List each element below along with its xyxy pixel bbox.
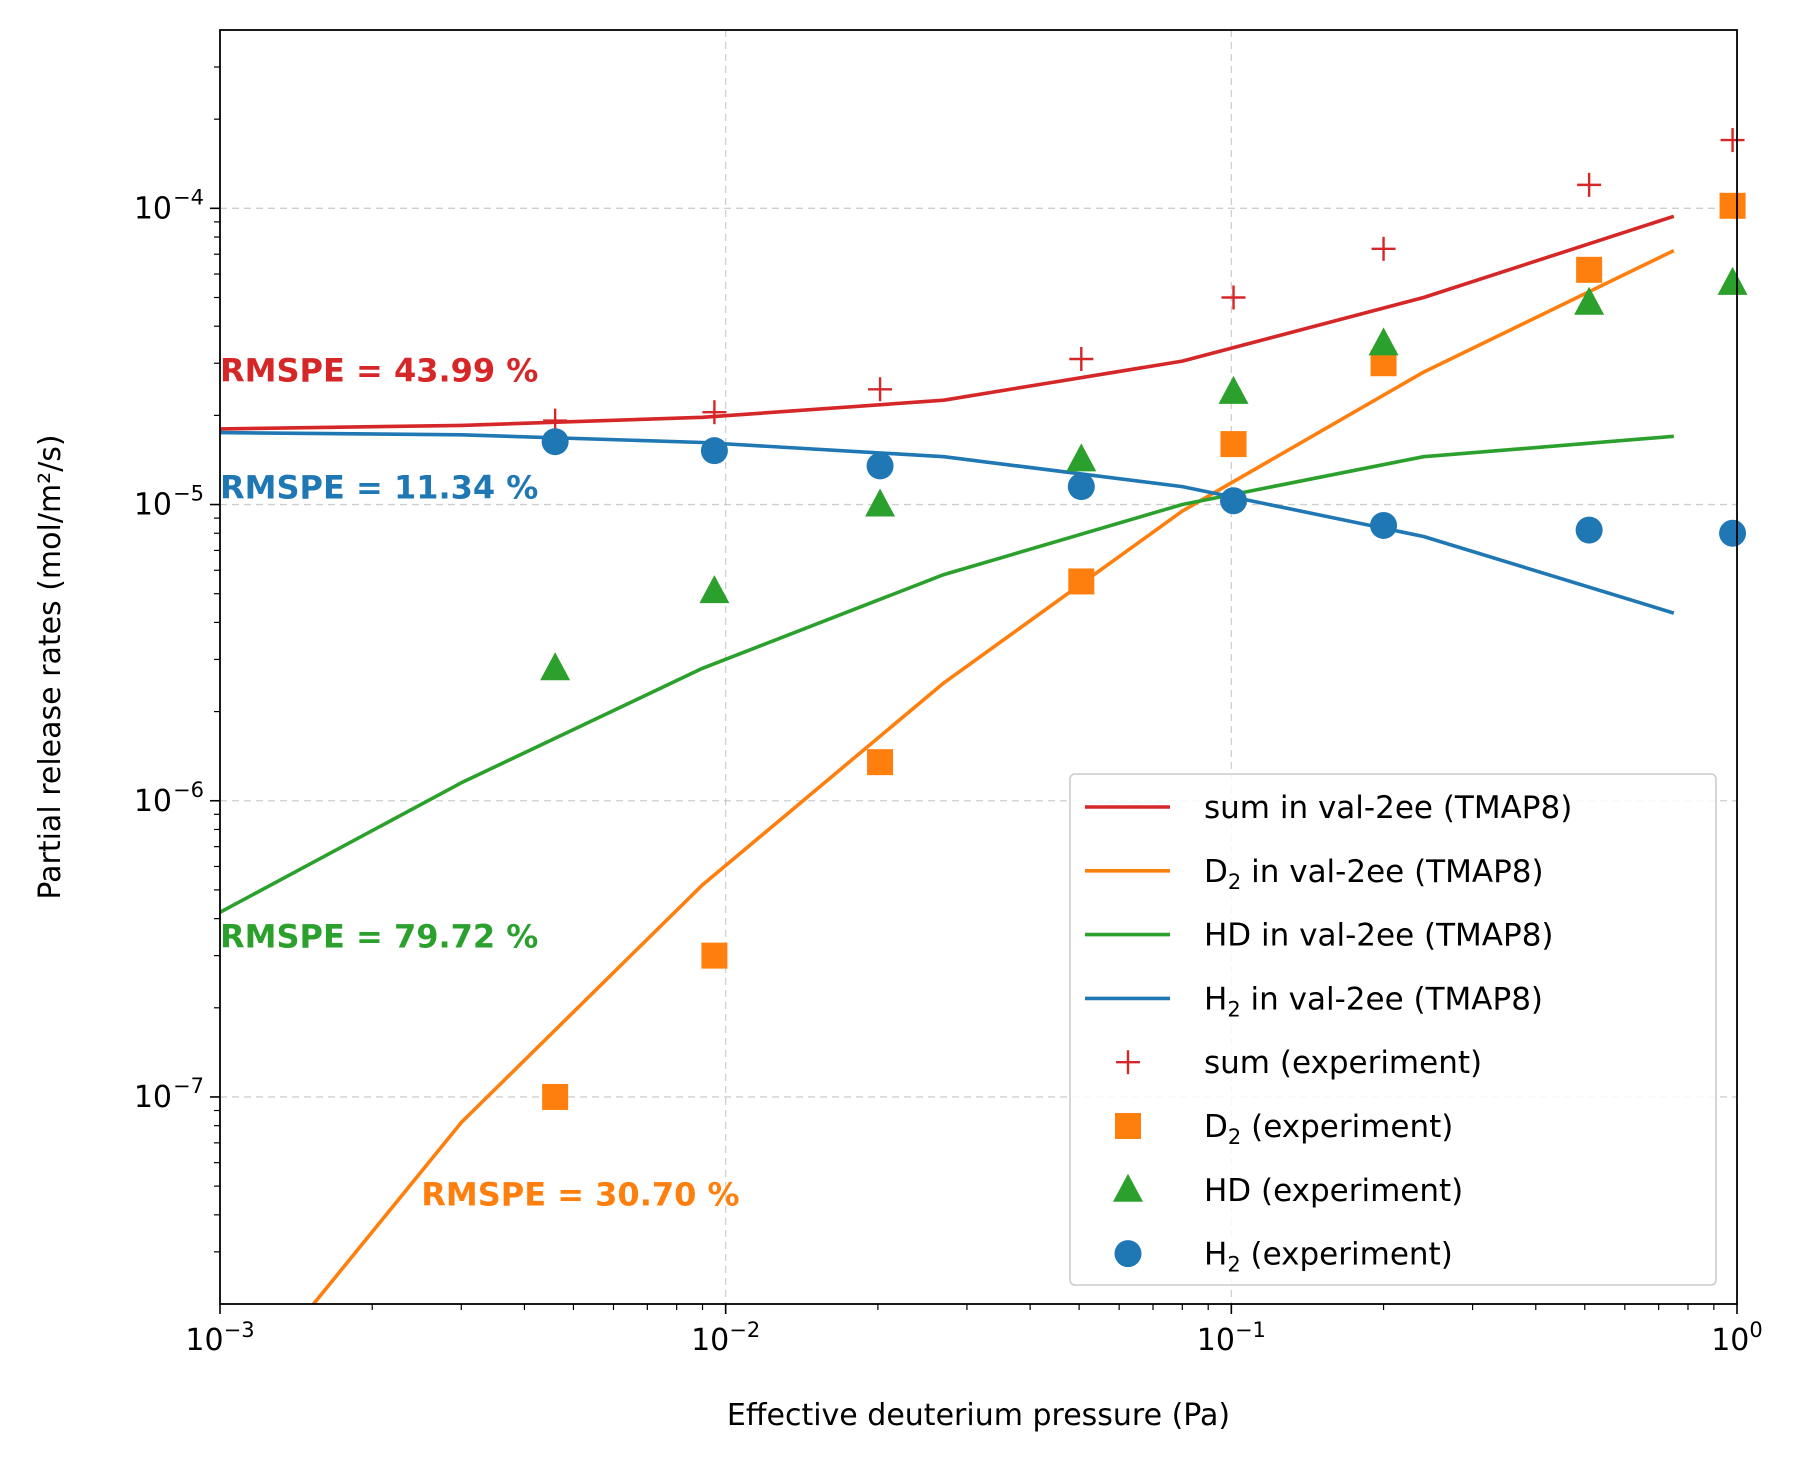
- data-point-d2-experiment: [701, 942, 728, 969]
- x-tick-label: 10−3: [185, 1318, 254, 1358]
- data-point-hd-experiment: [1574, 286, 1605, 315]
- series-lines: [220, 214, 1675, 1304]
- legend-label-h2-experiment: H2 (experiment): [1204, 1237, 1453, 1277]
- y-tick-base: 10: [134, 191, 172, 226]
- legend-label-sum-experiment: sum (experiment): [1204, 1045, 1482, 1081]
- y-tick-base: 10: [134, 488, 172, 523]
- x-tick-exponent: −3: [224, 1318, 255, 1342]
- rmspe-annotation: RMSPE = 30.70 %: [421, 1176, 739, 1214]
- y-tick-base: 10: [134, 1080, 172, 1115]
- data-point-sum-experiment: [1069, 346, 1094, 371]
- rmspe-annotation: RMSPE = 43.99 %: [220, 352, 538, 390]
- legend-label-subscript: 2: [1228, 870, 1241, 894]
- data-point-sum-experiment: [1720, 128, 1745, 153]
- legend-label-hd-experiment: HD (experiment): [1204, 1173, 1463, 1209]
- x-tick-base: 10: [1711, 1323, 1749, 1358]
- rmspe-annotations: RMSPE = 43.99 % RMSPE = 11.34 % RMSPE = 79…: [220, 352, 740, 1214]
- data-point-hd-experiment: [1066, 443, 1097, 472]
- legend-swatch-hd-experiment: [1113, 1173, 1143, 1202]
- x-tick-base: 10: [1197, 1323, 1235, 1358]
- data-point-d2-experiment: [867, 749, 894, 776]
- x-tick-label: 10−1: [1197, 1318, 1266, 1358]
- legend-box: [1069, 773, 1717, 1286]
- legend-label-h2-in-val-2ee-tmap8: H2 in val-2ee (TMAP8): [1204, 981, 1543, 1021]
- x-axis-label: Effective deuterium pressure (Pa): [727, 1398, 1230, 1433]
- series-line-hd-in-val-2ee-tmap8: [220, 434, 1674, 914]
- y-tick-label: 10: [134, 1080, 172, 1115]
- legend-label-part: D: [1204, 854, 1228, 890]
- x-tick-exponent: 0: [1749, 1318, 1762, 1342]
- data-point-d2-experiment: [1576, 256, 1603, 283]
- data-point-h2-experiment: [700, 437, 728, 465]
- x-tick-label: 100: [1711, 1318, 1763, 1358]
- data-point-d2-experiment: [542, 1083, 569, 1110]
- series-markers: [540, 128, 1748, 1110]
- legend-label-part: in val-2ee (TMAP8): [1241, 854, 1543, 890]
- x-tick-exponent: −1: [1235, 1318, 1266, 1342]
- data-point-d2-experiment: [1220, 431, 1247, 458]
- legend-label-subscript: 2: [1227, 997, 1240, 1021]
- x-tick-base: 10: [185, 1323, 223, 1358]
- data-point-hd-experiment: [1717, 266, 1748, 295]
- y-tick-label: 10: [134, 488, 172, 523]
- data-point-h2-experiment: [1067, 473, 1095, 501]
- data-point-hd-experiment: [865, 488, 896, 517]
- data-point-h2-experiment: [1220, 487, 1248, 515]
- legend-label-d2-experiment: D2 (experiment): [1204, 1109, 1453, 1149]
- data-point-hd-experiment: [1368, 327, 1399, 356]
- y-axis-label: Partial release rates (mol/m²/s): [33, 434, 68, 899]
- legend-label-part: D: [1204, 1109, 1228, 1145]
- legend-label-hd-in-val-2ee-tmap8: HD in val-2ee (TMAP8): [1204, 918, 1554, 954]
- data-point-h2-experiment: [866, 452, 894, 480]
- y-tick-exponent: −7: [173, 1074, 204, 1098]
- legend-swatch-sum-experiment: [1116, 1050, 1140, 1075]
- data-point-hd-experiment: [1218, 375, 1249, 404]
- legend-label-sum-in-val-2ee-tmap8: sum in val-2ee (TMAP8): [1204, 790, 1572, 826]
- data-point-h2-experiment: [541, 428, 569, 456]
- legend-swatch-h2-experiment: [1114, 1240, 1142, 1268]
- data-point-h2-experiment: [1370, 511, 1398, 539]
- legend-label-part: (experiment): [1241, 1109, 1453, 1145]
- legend: sum in val-2ee (TMAP8)D2 in val-2ee (TMA…: [1069, 773, 1717, 1286]
- data-point-d2-experiment: [1068, 568, 1095, 595]
- data-point-h2-experiment: [1575, 516, 1603, 544]
- data-point-sum-experiment: [868, 377, 893, 402]
- data-point-d2-experiment: [1719, 192, 1746, 219]
- legend-label-part: H: [1204, 1237, 1227, 1273]
- series-line-sum-in-val-2ee-tmap8: [220, 214, 1675, 431]
- data-point-sum-experiment: [702, 400, 727, 425]
- legend-swatch-d2-experiment: [1115, 1113, 1141, 1139]
- data-point-h2-experiment: [1719, 519, 1747, 547]
- legend-label-part: in val-2ee (TMAP8): [1241, 981, 1543, 1017]
- data-point-hd-experiment: [699, 575, 730, 604]
- y-tick-exponent: −4: [173, 185, 204, 209]
- x-tick-label: 10−2: [691, 1318, 760, 1358]
- plot-frame: [219, 29, 1738, 1305]
- x-tick-exponent: −2: [729, 1318, 760, 1342]
- x-tick-base: 10: [691, 1323, 729, 1358]
- data-point-sum-experiment: [1371, 236, 1396, 261]
- legend-label-d2-in-val-2ee-tmap8: D2 in val-2ee (TMAP8): [1204, 854, 1544, 894]
- legend-label-subscript: 2: [1227, 1253, 1240, 1277]
- rmspe-annotation: RMSPE = 79.72 %: [220, 917, 538, 955]
- legend-label-subscript: 2: [1228, 1125, 1241, 1149]
- data-point-hd-experiment: [540, 652, 571, 681]
- data-point-sum-experiment: [1221, 285, 1246, 310]
- y-tick-base: 10: [134, 784, 172, 819]
- y-tick-exponent: −5: [173, 482, 204, 506]
- y-tick-exponent: −6: [173, 778, 204, 802]
- series-line-h2-in-val-2ee-tmap8: [220, 430, 1675, 615]
- series-line-d2-in-val-2ee-tmap8: [311, 248, 1675, 1304]
- legend-label-part: (experiment): [1241, 1237, 1453, 1273]
- rmspe-annotation: RMSPE = 11.34 %: [220, 468, 538, 506]
- data-point-sum-experiment: [1577, 172, 1602, 197]
- y-tick-label: 10: [134, 191, 172, 226]
- y-tick-label: 10: [134, 784, 172, 819]
- legend-label-part: H: [1204, 981, 1227, 1017]
